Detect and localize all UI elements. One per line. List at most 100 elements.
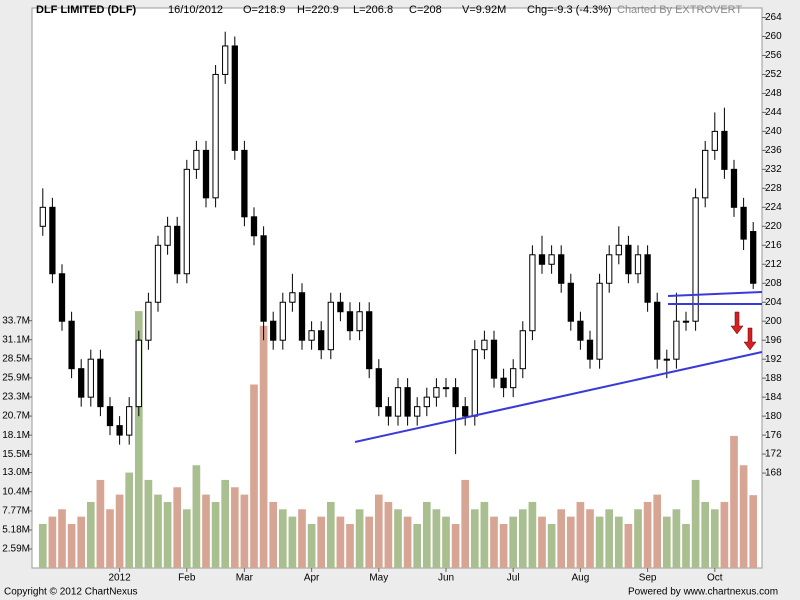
volume-bar [682, 523, 690, 568]
volume-bar [470, 509, 479, 568]
volume-bar [211, 501, 220, 568]
candle-body [538, 254, 546, 265]
candle-body [519, 330, 526, 370]
candle-body [145, 301, 152, 341]
x-tick-label: Jul [507, 573, 520, 584]
volume-bar [336, 516, 345, 568]
trend-line [354, 351, 763, 443]
candle-body [154, 244, 162, 303]
y-tick-label: 252 [765, 69, 782, 80]
candle-body [375, 368, 382, 408]
candle-body [682, 320, 690, 323]
candle-body [490, 339, 498, 379]
volume-bar [643, 501, 652, 568]
volume-bar [365, 516, 374, 568]
candle-body [270, 320, 277, 341]
y-tick-label: 168 [765, 468, 782, 479]
y-tick-label: 208 [765, 278, 782, 289]
candle-body [567, 282, 574, 322]
volume-bar [202, 494, 210, 568]
candle-body [78, 368, 85, 398]
x-tick-label: Feb [178, 573, 196, 584]
volume-bar [134, 311, 143, 568]
volume-bar [67, 523, 76, 568]
y-tick-label: 244 [765, 107, 782, 118]
y2-tick-label: 13.0M [2, 467, 30, 478]
credit: Charted By EXTROVERT [617, 4, 742, 16]
volume-bar [38, 523, 47, 568]
y-tick-label: 180 [765, 411, 782, 422]
candle-body [740, 206, 747, 240]
volume-bar [230, 487, 239, 568]
volume-bar [739, 465, 748, 568]
volume-bar [173, 487, 182, 568]
y2-tick-label: 33.7M [2, 315, 30, 326]
volume-bar [374, 494, 383, 568]
candle-body [346, 311, 354, 332]
volume-bar [614, 516, 623, 568]
candle-body [106, 406, 114, 427]
candle-body [596, 282, 603, 360]
volume-bar [259, 325, 268, 568]
candle-body [385, 406, 392, 417]
volume-bar [307, 523, 316, 568]
volume-bar [451, 523, 460, 568]
candle-body [615, 244, 622, 256]
y-tick-label: 256 [765, 50, 782, 61]
volume-bar [480, 501, 489, 568]
candle-body [202, 149, 210, 199]
candle-body [164, 225, 171, 246]
y-tick-label: 228 [765, 183, 782, 194]
candle-body [500, 377, 507, 389]
y-tick-label: 188 [765, 373, 782, 384]
candle-body [663, 358, 670, 361]
date: 16/10/2012 [168, 4, 223, 16]
powered-by: Powered by www.chartnexus.com [628, 587, 778, 598]
candle-body [529, 254, 536, 332]
candle-body [625, 244, 632, 275]
close: C=208 [409, 4, 442, 16]
candle-body [673, 320, 680, 360]
candle-body [318, 330, 325, 351]
volume-bar [192, 465, 201, 568]
volume-bar [240, 494, 249, 568]
volume-bar [96, 479, 105, 568]
volume-bar [605, 509, 614, 568]
candle-body [606, 254, 613, 284]
volume-bar [499, 523, 508, 568]
candle-body [126, 406, 133, 436]
candle-body [116, 425, 123, 436]
candle-body [289, 292, 296, 303]
high: H=220.9 [297, 4, 339, 16]
y2-tick-label: 15.5M [2, 449, 30, 460]
volume-bar [154, 494, 162, 568]
volume-bar [662, 516, 671, 568]
y2-tick-label: 23.3M [2, 392, 30, 403]
volume-bar [595, 516, 604, 568]
candle-body [298, 292, 306, 341]
candle-body [212, 73, 219, 199]
x-tick-label: Mar [236, 573, 254, 584]
y2-tick-label: 25.9M [2, 373, 30, 384]
y-tick-label: 220 [765, 221, 782, 232]
candle-body [730, 168, 738, 208]
candle-body [97, 358, 104, 408]
annotations [354, 291, 763, 443]
candle-body [174, 225, 181, 275]
volume-bar [403, 516, 412, 568]
y-tick-label: 196 [765, 335, 782, 346]
volume-bar [346, 523, 354, 568]
candle-body [654, 301, 661, 360]
volume-bar [720, 501, 729, 568]
down-arrow [743, 327, 757, 351]
volume-bar [250, 384, 258, 568]
volume-bar [394, 509, 402, 568]
volume-bar [557, 509, 566, 568]
y-tick-label: 176 [765, 430, 782, 441]
y2-tick-label: 31.1M [2, 334, 30, 345]
volume-bar [576, 501, 585, 568]
candle-body [462, 406, 469, 417]
plot-area [31, 7, 763, 569]
volume-bar [490, 516, 498, 568]
volume-bar [691, 479, 700, 568]
